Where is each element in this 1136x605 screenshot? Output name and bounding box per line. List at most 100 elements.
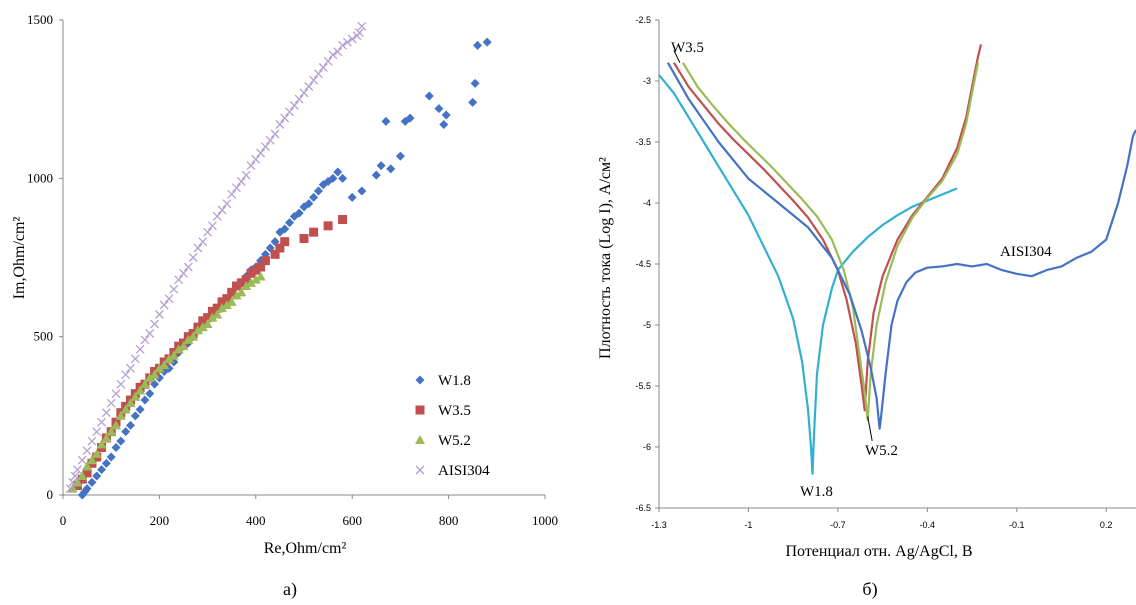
data-point (261, 143, 269, 151)
legend-label: W1.8 (438, 373, 471, 389)
annotation-aisi304: AISI304 (1000, 244, 1052, 260)
chart-a-x-tick-label: 0 (60, 513, 67, 528)
chart-b-y-tick-label: -6 (643, 442, 651, 452)
series-aisi304 (66, 22, 366, 492)
data-point (122, 371, 130, 379)
data-point (165, 295, 173, 303)
data-point (372, 171, 381, 180)
chart-b-x-tick-label: -1 (744, 520, 752, 530)
data-point (281, 114, 289, 122)
data-point (309, 228, 318, 237)
data-point (88, 437, 96, 445)
data-point (208, 222, 216, 230)
data-point (141, 336, 149, 344)
data-point (199, 238, 207, 246)
chart-b-y-axis-label: Плотность тока (Log I), А/см² (597, 157, 614, 359)
data-point (471, 79, 480, 88)
chart-a-impedance: 0 200 400 600 800 1000 0 500 1000 1500 Re,Ohm/cm²… (0, 0, 560, 605)
data-point (357, 187, 366, 196)
data-point (305, 83, 313, 91)
data-point (266, 136, 274, 144)
data-point (140, 396, 149, 405)
chart-b-y-tick-label: -2.5 (635, 15, 651, 25)
chart-a-caption: а) (283, 579, 297, 600)
data-point (87, 478, 96, 487)
data-point (136, 345, 144, 353)
chart-b-y-tick-label: -4 (643, 198, 651, 208)
legend-marker (416, 466, 424, 474)
chart-a-y-tick-label: 0 (47, 487, 54, 502)
data-point (280, 237, 289, 246)
data-point (170, 285, 178, 293)
data-point (339, 41, 347, 49)
data-point (252, 155, 260, 163)
data-point (348, 193, 357, 202)
data-point (276, 121, 284, 129)
chart-b-leader-lines (674, 51, 872, 441)
chart-b-y-tick-label: -6.5 (635, 503, 651, 513)
data-point (237, 178, 245, 186)
data-point (175, 276, 183, 284)
legend-label: W5.2 (438, 433, 471, 449)
data-point (439, 120, 448, 129)
series-line-w3-5 (674, 44, 981, 410)
data-point (247, 162, 255, 170)
chart-b-y-tick-label: -4.5 (635, 259, 651, 269)
data-point (204, 228, 212, 236)
data-point (102, 459, 111, 468)
data-point (333, 168, 342, 177)
data-point (468, 98, 477, 107)
chart-b-y-tick-label: -5 (643, 320, 651, 330)
chart-a-y-tick-label: 1000 (27, 170, 53, 185)
data-point (442, 111, 451, 120)
data-point (334, 48, 342, 56)
legend-label: AISI304 (438, 463, 490, 479)
chart-a-y-tick-label: 500 (34, 329, 54, 344)
data-point (483, 38, 492, 47)
data-point (324, 57, 332, 65)
chart-a-x-tick-label: 1000 (532, 513, 558, 528)
annotation-w52: W5.2 (865, 443, 898, 459)
data-point (228, 190, 236, 198)
data-point (358, 22, 366, 30)
chart-b-caption: б) (862, 579, 877, 600)
data-point (396, 152, 405, 161)
data-point (338, 215, 347, 224)
chart-a-y-axis-label: Im,Ohm/cm² (11, 217, 28, 300)
annotation-w18: W1.8 (800, 484, 833, 500)
data-point (377, 161, 386, 170)
data-point (434, 104, 443, 113)
data-point (300, 234, 309, 243)
data-point (73, 466, 81, 474)
data-point (160, 301, 168, 309)
chart-a-y-tick-label: 1500 (27, 12, 53, 27)
leader-w52 (868, 417, 872, 441)
data-point (314, 187, 323, 196)
data-point (97, 465, 106, 474)
data-point (93, 428, 101, 436)
data-point (78, 456, 86, 464)
legend-label: W3.5 (438, 403, 471, 419)
chart-b-x-tick-label: -0.4 (920, 520, 936, 530)
series-w1-8 (78, 38, 492, 500)
data-point (112, 443, 121, 452)
data-point (290, 102, 298, 110)
chart-b-x-tick-label: -0.1 (1009, 520, 1025, 530)
data-point (261, 256, 270, 265)
data-point (126, 364, 134, 372)
data-point (189, 254, 197, 262)
chart-a-ticks: 0 200 400 600 800 1000050010001500 (27, 12, 558, 528)
data-point (338, 174, 347, 183)
chart-a-legend: W1.8 W3.5 W5.2 AISI304 (415, 373, 490, 479)
data-point (324, 221, 333, 230)
data-point (151, 320, 159, 328)
chart-a-x-axis-label: Re,Ohm/cm² (264, 540, 347, 557)
chart-a-x-tick-label: 800 (439, 513, 459, 528)
data-point (223, 200, 231, 208)
data-point (121, 427, 130, 436)
data-point (180, 269, 188, 277)
data-point (83, 447, 91, 455)
data-point (473, 41, 482, 50)
chart-b-y-tick-label: -3 (643, 76, 651, 86)
data-point (92, 472, 101, 481)
